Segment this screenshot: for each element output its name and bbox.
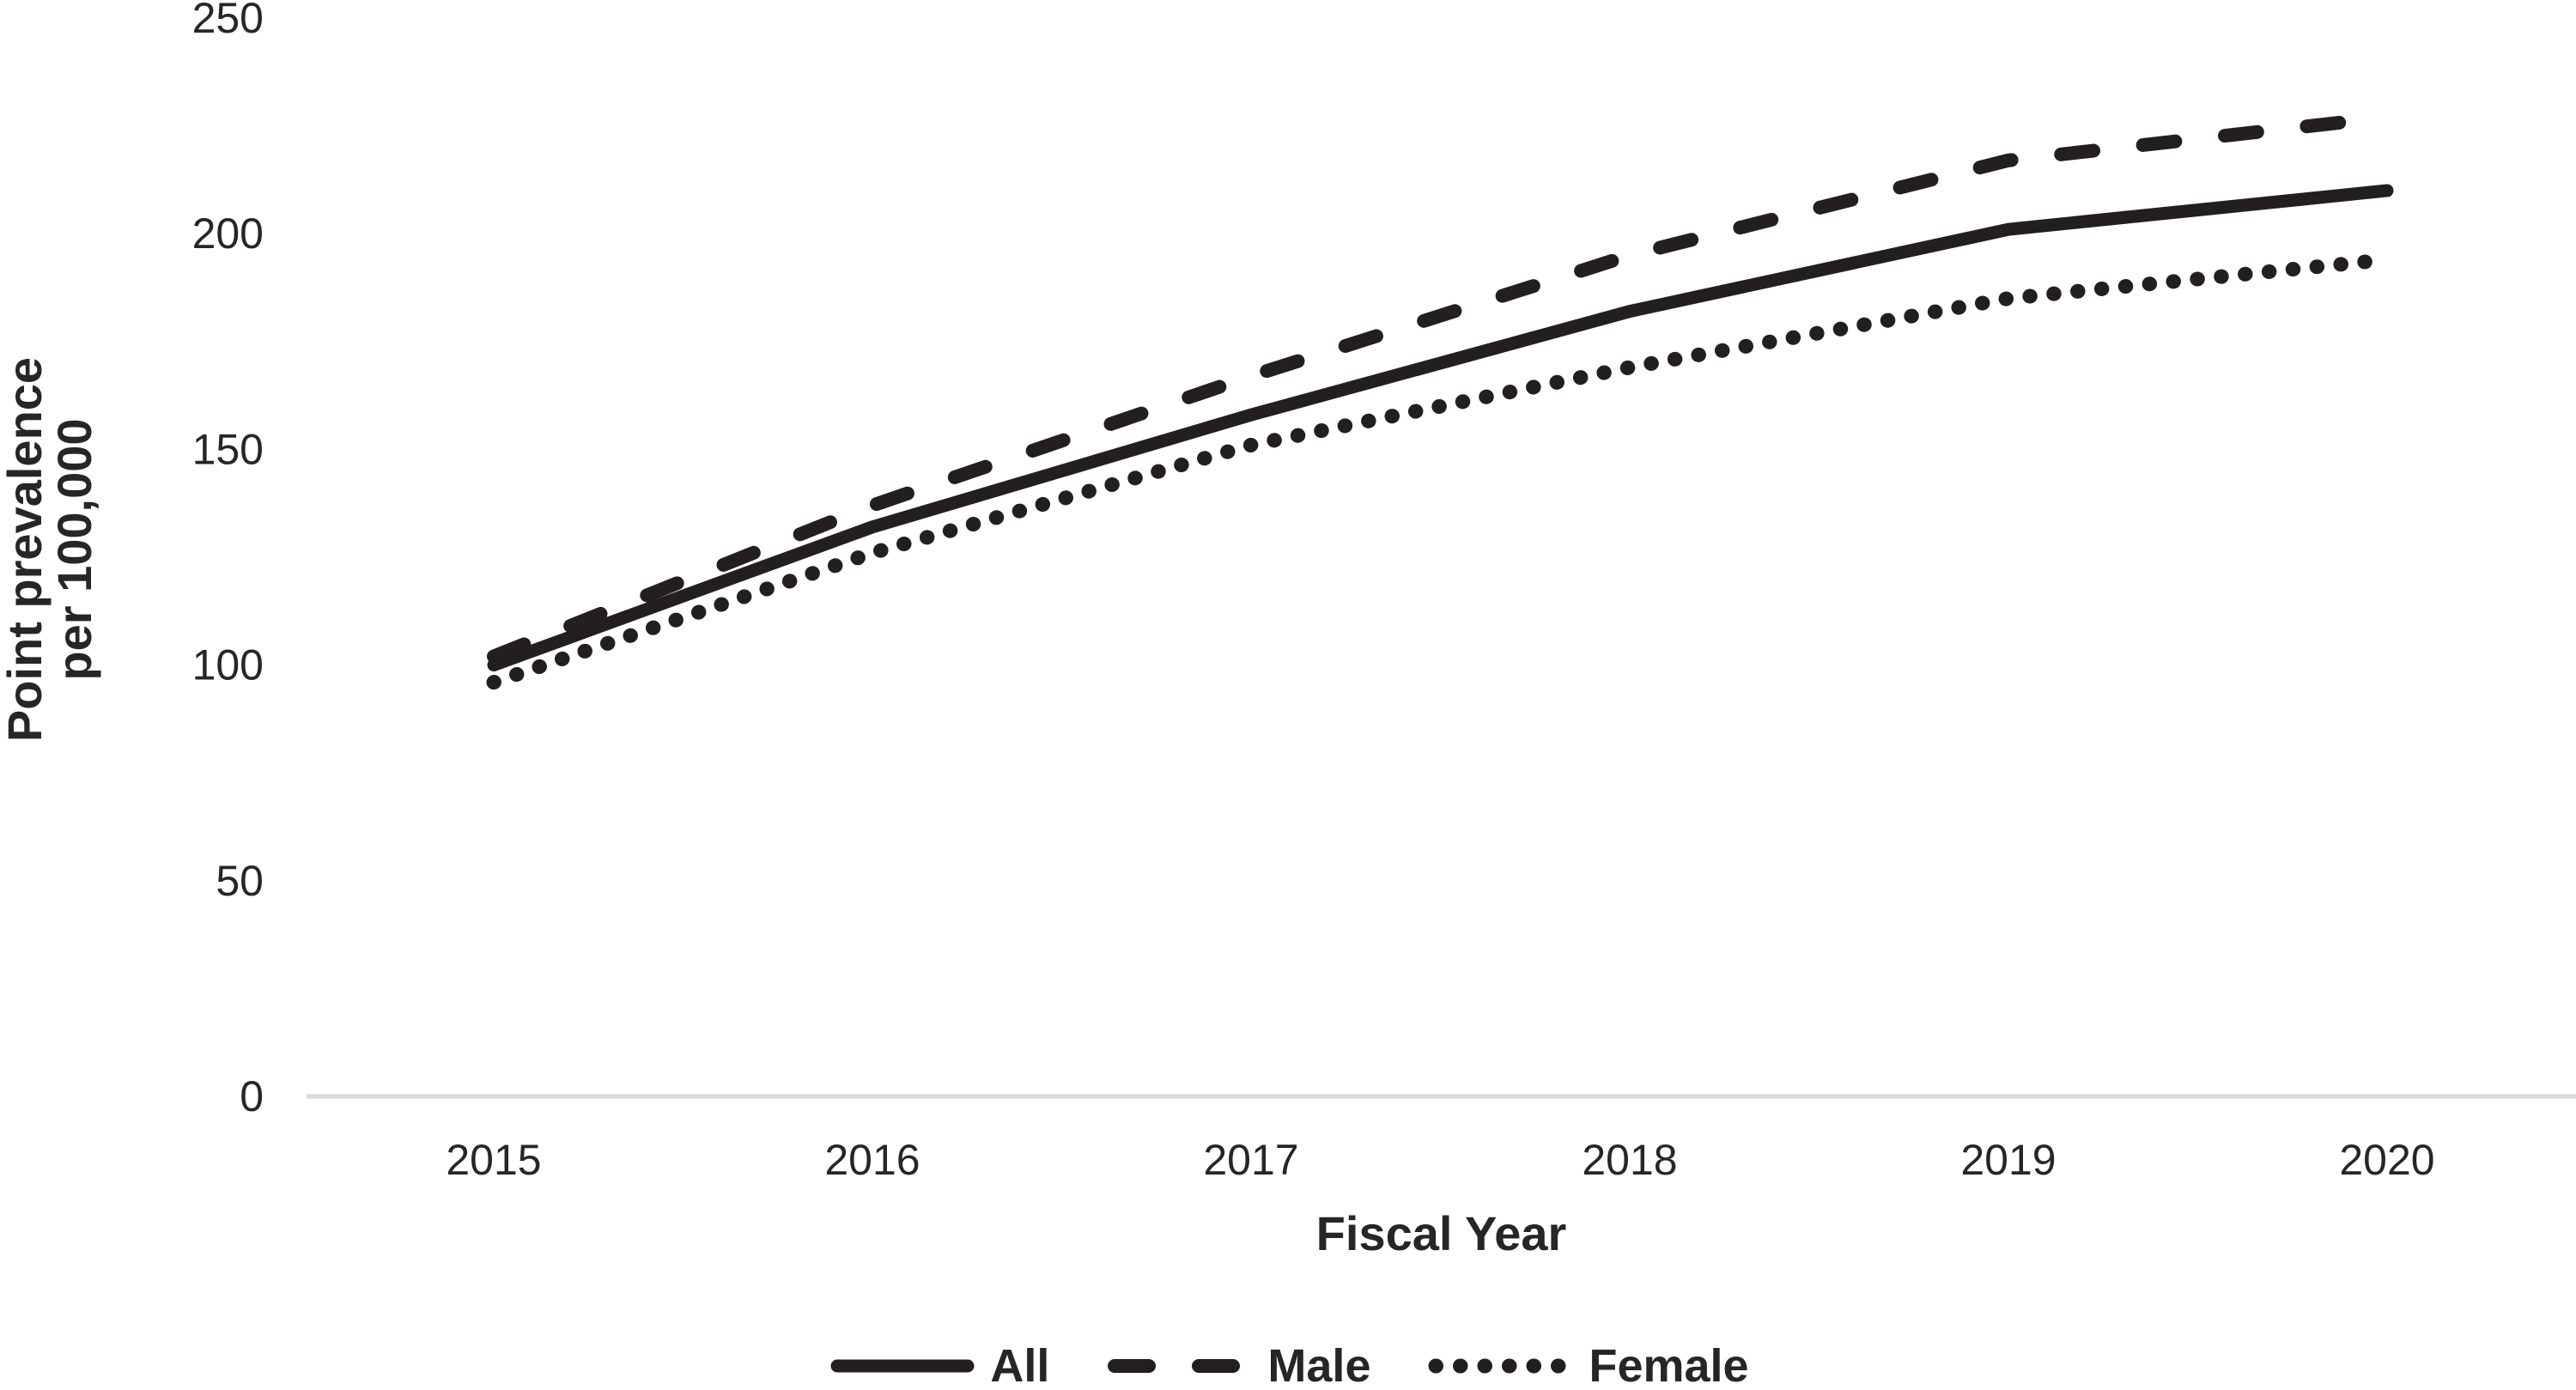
x-axis-title: Fiscal Year [1315,1206,1567,1260]
y-axis-title-line1: Point prevalence [0,356,52,743]
y-tick-label: 150 [192,425,264,473]
y-tick-label: 100 [192,641,264,689]
y-tick-label: 50 [216,857,264,905]
x-tick-label: 2018 [1582,1136,1677,1184]
x-tick-label: 2017 [1203,1136,1298,1184]
y-axis-title: Point prevalence per 100,000 [0,292,103,807]
series-line-all [487,184,2394,672]
legend-item-all: All [827,1342,1049,1390]
series-line-male [487,110,2394,664]
series-line-female [486,252,2395,690]
legend-label-all: All [990,1340,1050,1390]
y-axis-title-line2: per 100,000 [47,418,101,681]
legend-item-male: Male [1104,1342,1370,1390]
legend-dotted-line-icon [1428,1358,1574,1374]
legend-label-male: Male [1267,1340,1371,1390]
x-tick-label: 2015 [446,1136,541,1184]
y-tick-label: 200 [192,209,264,258]
legend-item-female: Female [1425,1340,1749,1390]
x-tick-label: 2016 [824,1136,920,1184]
x-tick-label: 2019 [1960,1136,2056,1184]
legend-solid-line-icon [830,1359,975,1373]
chart-legend: All Male Female [0,1342,2576,1390]
x-tick-label: 2020 [2339,1136,2434,1184]
legend-label-female: Female [1589,1340,1749,1390]
y-tick-label: 250 [192,0,264,42]
y-tick-label: 0 [240,1072,264,1120]
legend-dashed-line-icon [1108,1359,1253,1373]
